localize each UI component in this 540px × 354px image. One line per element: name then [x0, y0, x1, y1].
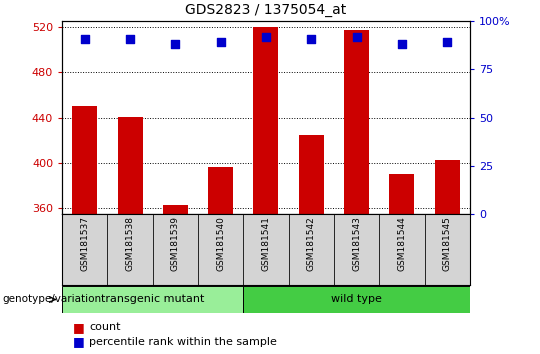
- Bar: [163, 205, 188, 214]
- Text: GSM181543: GSM181543: [352, 216, 361, 271]
- Bar: [62, 286, 244, 313]
- Point: [80, 36, 89, 41]
- Bar: [208, 166, 233, 214]
- Bar: [62, 214, 107, 285]
- Text: GSM181540: GSM181540: [216, 216, 225, 271]
- Bar: [107, 214, 153, 285]
- Point: [126, 36, 134, 41]
- Bar: [118, 116, 143, 214]
- Bar: [253, 27, 279, 214]
- Point: [307, 36, 315, 41]
- Point: [217, 40, 225, 45]
- Point: [171, 41, 180, 47]
- Text: count: count: [89, 322, 120, 332]
- Text: GSM181538: GSM181538: [126, 216, 134, 271]
- Text: GSM181544: GSM181544: [397, 216, 406, 271]
- Bar: [389, 175, 414, 214]
- Bar: [153, 214, 198, 285]
- Text: GSM181542: GSM181542: [307, 216, 316, 271]
- Bar: [288, 214, 334, 285]
- Bar: [344, 30, 369, 214]
- Point: [352, 34, 361, 40]
- Bar: [244, 286, 470, 313]
- Text: GSM181545: GSM181545: [443, 216, 451, 271]
- Bar: [334, 214, 379, 285]
- Point: [397, 41, 406, 47]
- Bar: [424, 214, 470, 285]
- Text: genotype/variation: genotype/variation: [3, 295, 102, 304]
- Text: percentile rank within the sample: percentile rank within the sample: [89, 337, 277, 347]
- Bar: [435, 160, 460, 214]
- Text: ■: ■: [73, 335, 85, 348]
- Bar: [244, 214, 288, 285]
- Bar: [379, 214, 424, 285]
- Text: GSM181537: GSM181537: [80, 216, 89, 271]
- Text: transgenic mutant: transgenic mutant: [101, 295, 204, 304]
- Text: wild type: wild type: [331, 295, 382, 304]
- Text: ■: ■: [73, 321, 85, 334]
- Bar: [72, 106, 97, 214]
- Title: GDS2823 / 1375054_at: GDS2823 / 1375054_at: [185, 4, 347, 17]
- Point: [261, 34, 270, 40]
- Point: [443, 40, 451, 45]
- Text: GSM181539: GSM181539: [171, 216, 180, 271]
- Bar: [198, 214, 244, 285]
- Bar: [299, 135, 323, 214]
- Text: GSM181541: GSM181541: [261, 216, 271, 271]
